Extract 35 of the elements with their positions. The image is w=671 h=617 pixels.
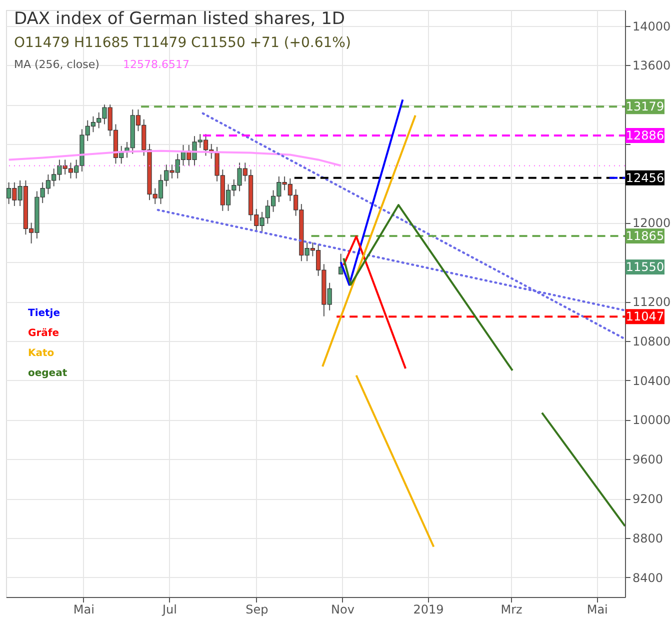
text: 11550 [626,260,664,274]
x-tick-label: Nov [331,602,354,616]
text: Kato [28,348,54,359]
annotation: 12886 [626,128,664,142]
annotation: 12456 [626,170,664,185]
x-tick-label: Mai [73,602,94,616]
y-tick-label: 9200 [632,492,664,506]
chart-title: DAX index of German listed shares, 1D [14,9,345,29]
y-tick-label: 10800 [632,334,671,348]
y-tick-label: 13600 [632,58,671,73]
x-tick-label: Mrz [500,602,522,616]
text: Gräfe [28,328,60,339]
text: oegeat [28,368,68,379]
line-series [342,204,514,372]
text: Tietje [28,308,60,319]
y-tick-label: 10000 [632,413,671,428]
annotation: MA (256, close) [14,58,100,71]
y-tick-label: 8800 [632,531,664,546]
annotation: 11047 [626,310,664,324]
x-tick-label: Sep [246,602,268,616]
y-tick-label: 12000 [632,216,671,230]
candlestick [338,253,344,275]
y-tick-label: 11200 [632,295,671,310]
annotation: 13179 [626,100,664,114]
x-tick-label: Mai [586,602,608,616]
x-tick-label: Jul [161,602,177,616]
line-series [8,150,342,167]
annotation: 11865 [626,229,664,244]
y-tick-label: 10400 [632,374,671,388]
x-tick-label: 2019 [413,602,444,616]
y-tick-label: 14000 [632,19,671,34]
ref-line-label: 12578.6517 [123,58,190,71]
y-tick-label: 9600 [632,452,664,467]
y-tick-label: 8400 [632,570,664,585]
text: O11479 H11685 T11479 C11550 +71 (+0.61%) [14,35,351,51]
